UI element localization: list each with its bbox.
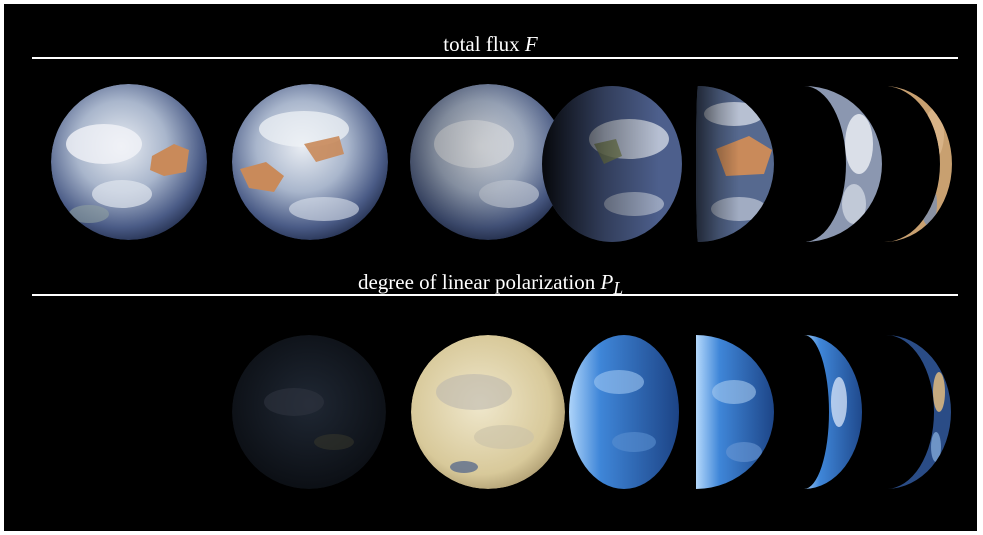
polarization-globe-7 — [886, 335, 951, 489]
polarization-subscript: L — [613, 278, 624, 299]
flux-globe-2 — [232, 84, 388, 240]
polarization-symbol: P — [600, 270, 614, 294]
polarization-globe-6 — [804, 335, 862, 489]
polarization-phase-row — [232, 335, 951, 489]
polarization-section-title: degree of linear polarization PL — [4, 270, 977, 300]
polarization-globe-3 — [411, 335, 565, 489]
polarization-divider — [32, 294, 958, 296]
flux-globe-4 — [542, 86, 682, 242]
flux-label: total flux — [443, 32, 520, 56]
polarization-globe-5 — [696, 335, 774, 489]
flux-globe-3 — [410, 84, 566, 240]
polarization-globe-4 — [569, 335, 679, 489]
polarization-label: degree of linear polarization — [357, 270, 596, 294]
polarization-globe-2 — [232, 335, 386, 489]
flux-divider — [32, 57, 958, 59]
flux-globe-5 — [696, 86, 774, 242]
figure-canvas: total flux F — [4, 4, 977, 531]
flux-phase-row — [51, 84, 952, 242]
flux-symbol: F — [524, 32, 538, 56]
flux-globe-7 — [884, 86, 952, 242]
flux-globe-1 — [51, 84, 207, 240]
flux-section-title: total flux F — [4, 32, 977, 56]
flux-globe-6 — [804, 86, 882, 242]
